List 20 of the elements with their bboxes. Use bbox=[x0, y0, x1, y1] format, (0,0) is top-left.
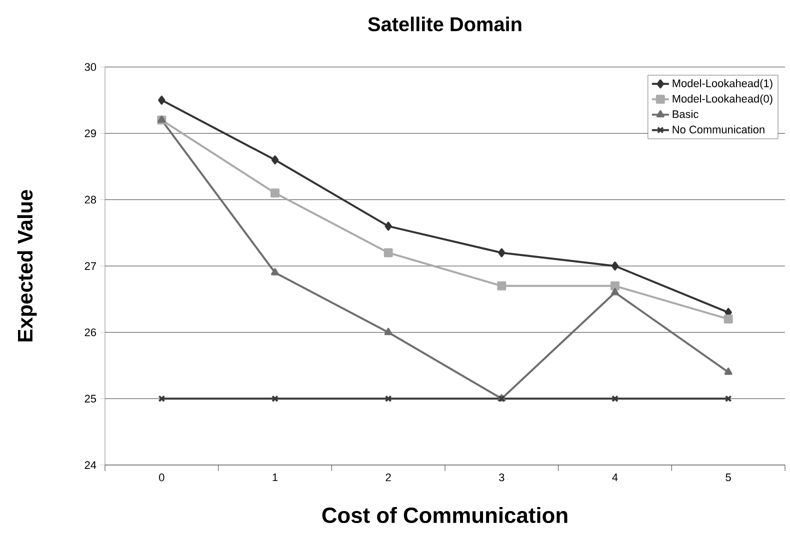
chart-title: Satellite Domain bbox=[368, 16, 522, 32]
y-tick-label: 30 bbox=[84, 63, 96, 71]
x-tick-label: 2 bbox=[386, 474, 391, 482]
x-tick-label: 5 bbox=[726, 474, 731, 482]
x-axis-title: Cost of Communication bbox=[322, 506, 568, 524]
x-tick-label: 1 bbox=[272, 474, 278, 482]
y-tick-label: 29 bbox=[84, 129, 96, 138]
y-tick-label: 26 bbox=[84, 328, 96, 336]
x-tick-label: 4 bbox=[612, 474, 618, 482]
y-tick-label: 28 bbox=[84, 196, 96, 204]
legend-label: Model-Lookahead(1) bbox=[672, 79, 772, 90]
legend-label: No Communication bbox=[672, 125, 764, 134]
y-tick-label: 25 bbox=[84, 394, 96, 403]
x-tick-label: 3 bbox=[499, 474, 504, 482]
y-tick-label: 27 bbox=[84, 262, 96, 270]
y-axis-title: Expected Value bbox=[17, 190, 37, 342]
legend-label: Model-Lookahead(0) bbox=[672, 94, 772, 105]
y-tick-label: 24 bbox=[84, 461, 96, 469]
legend-label: Basic bbox=[672, 110, 698, 118]
x-tick-label: 0 bbox=[159, 474, 164, 482]
